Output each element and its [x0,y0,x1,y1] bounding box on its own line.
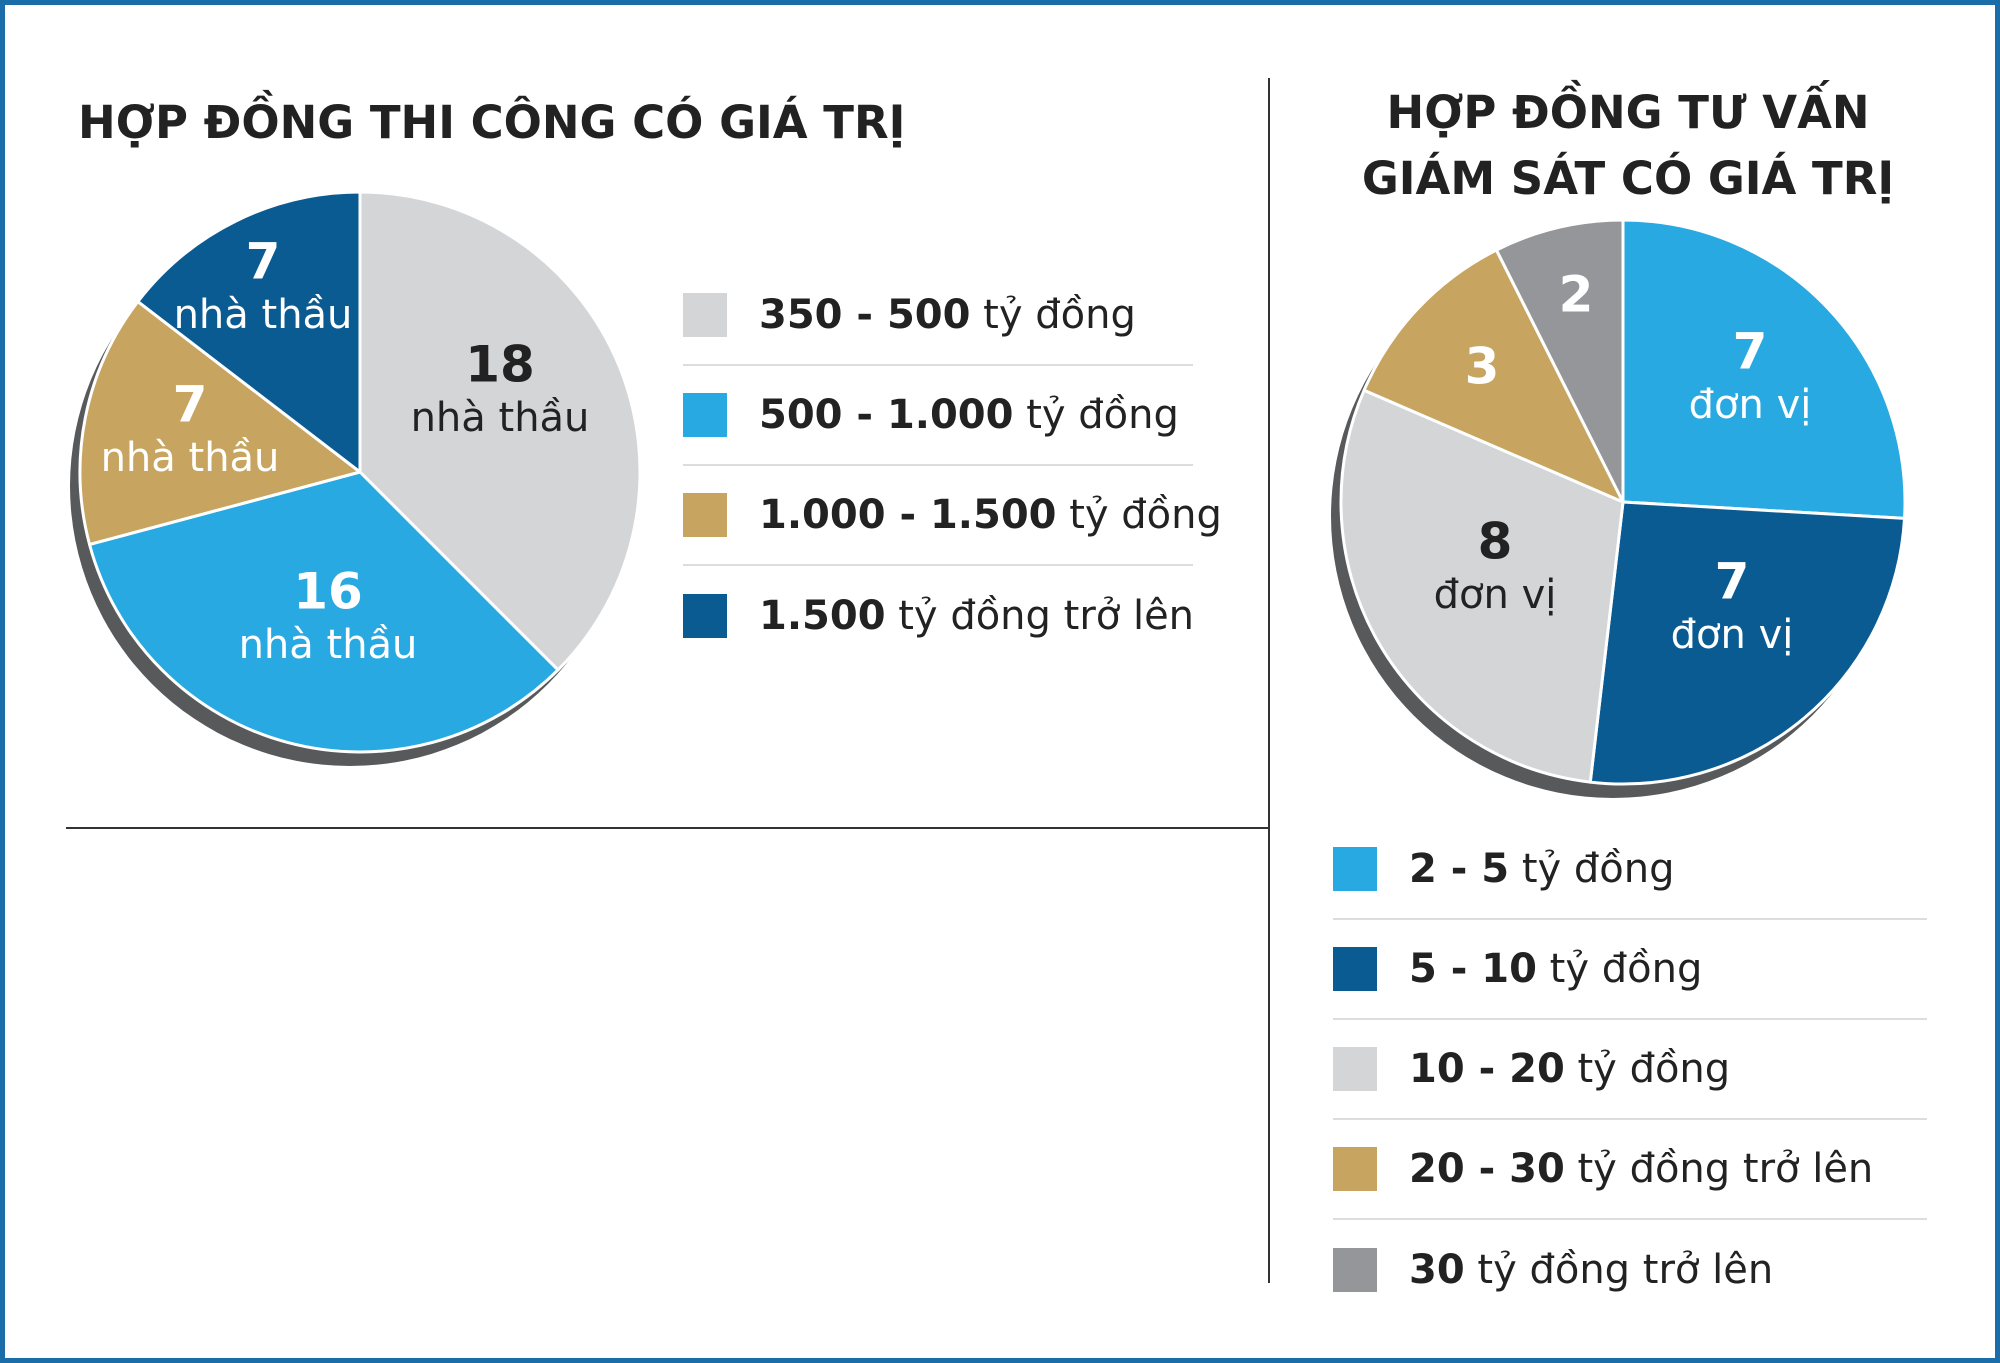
pie-2-slice-1-value: 7 [1733,323,1768,381]
chart-2-title: HỢP ĐỒNG TƯ VẤN GIÁM SÁT CÓ GIÁ TRỊ [1268,80,1988,212]
legend-2-label-5-range: 30 [1409,1247,1465,1293]
legend-1-label-3-range: 1.000 - 1.500 [759,492,1057,538]
legend-2-label-1: 2 - 5 tỷ đồng [1409,846,1675,892]
pie-1-slice-1 [358,190,642,672]
pie-1-slice-1-unit: nhà thầu [411,395,590,441]
legend-1-label-3-unit: tỷ đồng [1056,492,1222,538]
legend-2-label-3-unit: tỷ đồng [1564,1046,1731,1092]
pie-2-slice-5-label: 2 [1559,266,1594,324]
legend-2-item-5: 30 tỷ đồng trở lên [1333,1220,1927,1320]
legend-2-label-4-range: 20 - 30 [1409,1146,1565,1192]
chart-2-title-line-1: HỢP ĐỒNG TƯ VẤN [1386,86,1870,139]
vertical-divider [1268,78,1270,1283]
pie-2-slice-3-value: 8 [1478,513,1513,571]
legend-2-swatch-5 [1333,1248,1377,1292]
legend-2-label-1-unit: tỷ đồng [1509,846,1675,892]
legend-1-swatch-1 [683,293,727,337]
pie-1-slice-3 [78,300,362,546]
pie-1-slice-4-unit: nhà thầu [174,292,353,338]
legend-2-swatch-3 [1333,1047,1377,1091]
legend-2-label-3: 10 - 20 tỷ đồng [1409,1046,1730,1092]
pie-2-slice-3-unit: đơn vị [1434,572,1557,618]
legend-2-item-3: 10 - 20 tỷ đồng [1333,1020,1927,1120]
legend-1-item-1: 350 - 500 tỷ đồng [683,266,1193,366]
legend-1-label-2-unit: tỷ đồng [1013,392,1179,438]
pie-1-slice-3-value: 7 [173,376,208,434]
pie-2-slice-4-value: 3 [1465,338,1500,396]
pie-1-slice-2 [88,470,560,754]
pie-2-slice-4 [1362,248,1625,504]
legend-1-swatch-4 [683,594,727,638]
legend-1-label-4-unit: tỷ đồng trở lên [885,593,1195,639]
legend-2-label-3-range: 10 - 20 [1409,1046,1565,1092]
chart-2-title-line-2: GIÁM SÁT CÓ GIÁ TRỊ [1361,152,1895,205]
pie-2-slice-2-unit: đơn vị [1671,612,1794,658]
legend-2-item-1: 2 - 5 tỷ đồng [1333,820,1927,920]
chart-1-legend: 350 - 500 tỷ đồng 500 - 1.000 tỷ đồng 1.00… [683,266,1222,666]
legend-1-item-2: 500 - 1.000 tỷ đồng [683,366,1193,466]
legend-2-item-4: 20 - 30 tỷ đồng trở lên [1333,1120,1927,1220]
legend-1-label-4: 1.500 tỷ đồng trở lên [759,593,1194,639]
legend-1-item-3: 1.000 - 1.500 tỷ đồng [683,466,1222,566]
legend-2-label-4: 20 - 30 tỷ đồng trở lên [1409,1146,1873,1192]
legend-1-label-1-range: 350 - 500 [759,292,971,338]
legend-2-label-5-unit: tỷ đồng trở lên [1464,1247,1774,1293]
pie-1-slice-3-unit: nhà thầu [101,435,280,481]
chart-2-legend: 2 - 5 tỷ đồng 5 - 10 tỷ đồng 10 - 20 tỷ đồ… [1333,820,1927,1320]
legend-2-item-2: 5 - 10 tỷ đồng [1333,920,1927,1020]
legend-2-label-4-unit: tỷ đồng trở lên [1564,1146,1874,1192]
legend-1-label-3: 1.000 - 1.500 tỷ đồng [759,492,1222,538]
chart-1-title: HỢP ĐỒNG THI CÔNG CÓ GIÁ TRỊ [78,96,906,149]
legend-2-label-2: 5 - 10 tỷ đồng [1409,946,1702,992]
legend-1-label-1: 350 - 500 tỷ đồng [759,292,1136,338]
legend-1-label-1-unit: tỷ đồng [970,292,1136,338]
pie-1-slice-2-value: 16 [293,563,363,621]
pie-2-slice-5-value: 2 [1559,266,1594,324]
legend-2-label-1-range: 2 - 5 [1409,846,1510,892]
legend-1-item-4: 1.500 tỷ đồng trở lên [683,566,1194,666]
legend-2-label-5: 30 tỷ đồng trở lên [1409,1247,1773,1293]
legend-1-swatch-3 [683,493,727,537]
legend-1-label-2: 500 - 1.000 tỷ đồng [759,392,1179,438]
pie-1-slice-4 [136,190,362,474]
legend-2-label-2-unit: tỷ đồng [1536,946,1703,992]
pie-2-slice-4-label: 3 [1465,338,1500,396]
pie-2-slice-2 [1588,500,1907,786]
legend-2-label-2-range: 5 - 10 [1409,946,1537,992]
pie-1-slice-2-unit: nhà thầu [239,622,418,668]
pie-2-slice-1 [1621,218,1907,520]
pie-2-slice-2-value: 7 [1715,553,1750,611]
legend-2-swatch-4 [1333,1147,1377,1191]
pie-2-slice-1-unit: đơn vị [1689,382,1812,428]
pie-1-slice-1-value: 18 [465,336,535,394]
legend-2-swatch-1 [1333,847,1377,891]
legend-1-swatch-2 [683,393,727,437]
legend-1-label-4-range: 1.500 [759,593,886,639]
pie-2-slice-5 [1494,218,1625,504]
horizontal-divider [66,827,1268,829]
legend-1-label-2-range: 500 - 1.000 [759,392,1014,438]
pie-2-slice-3 [1339,388,1625,784]
pie-1-slice-4-value: 7 [246,233,281,291]
legend-2-swatch-2 [1333,947,1377,991]
